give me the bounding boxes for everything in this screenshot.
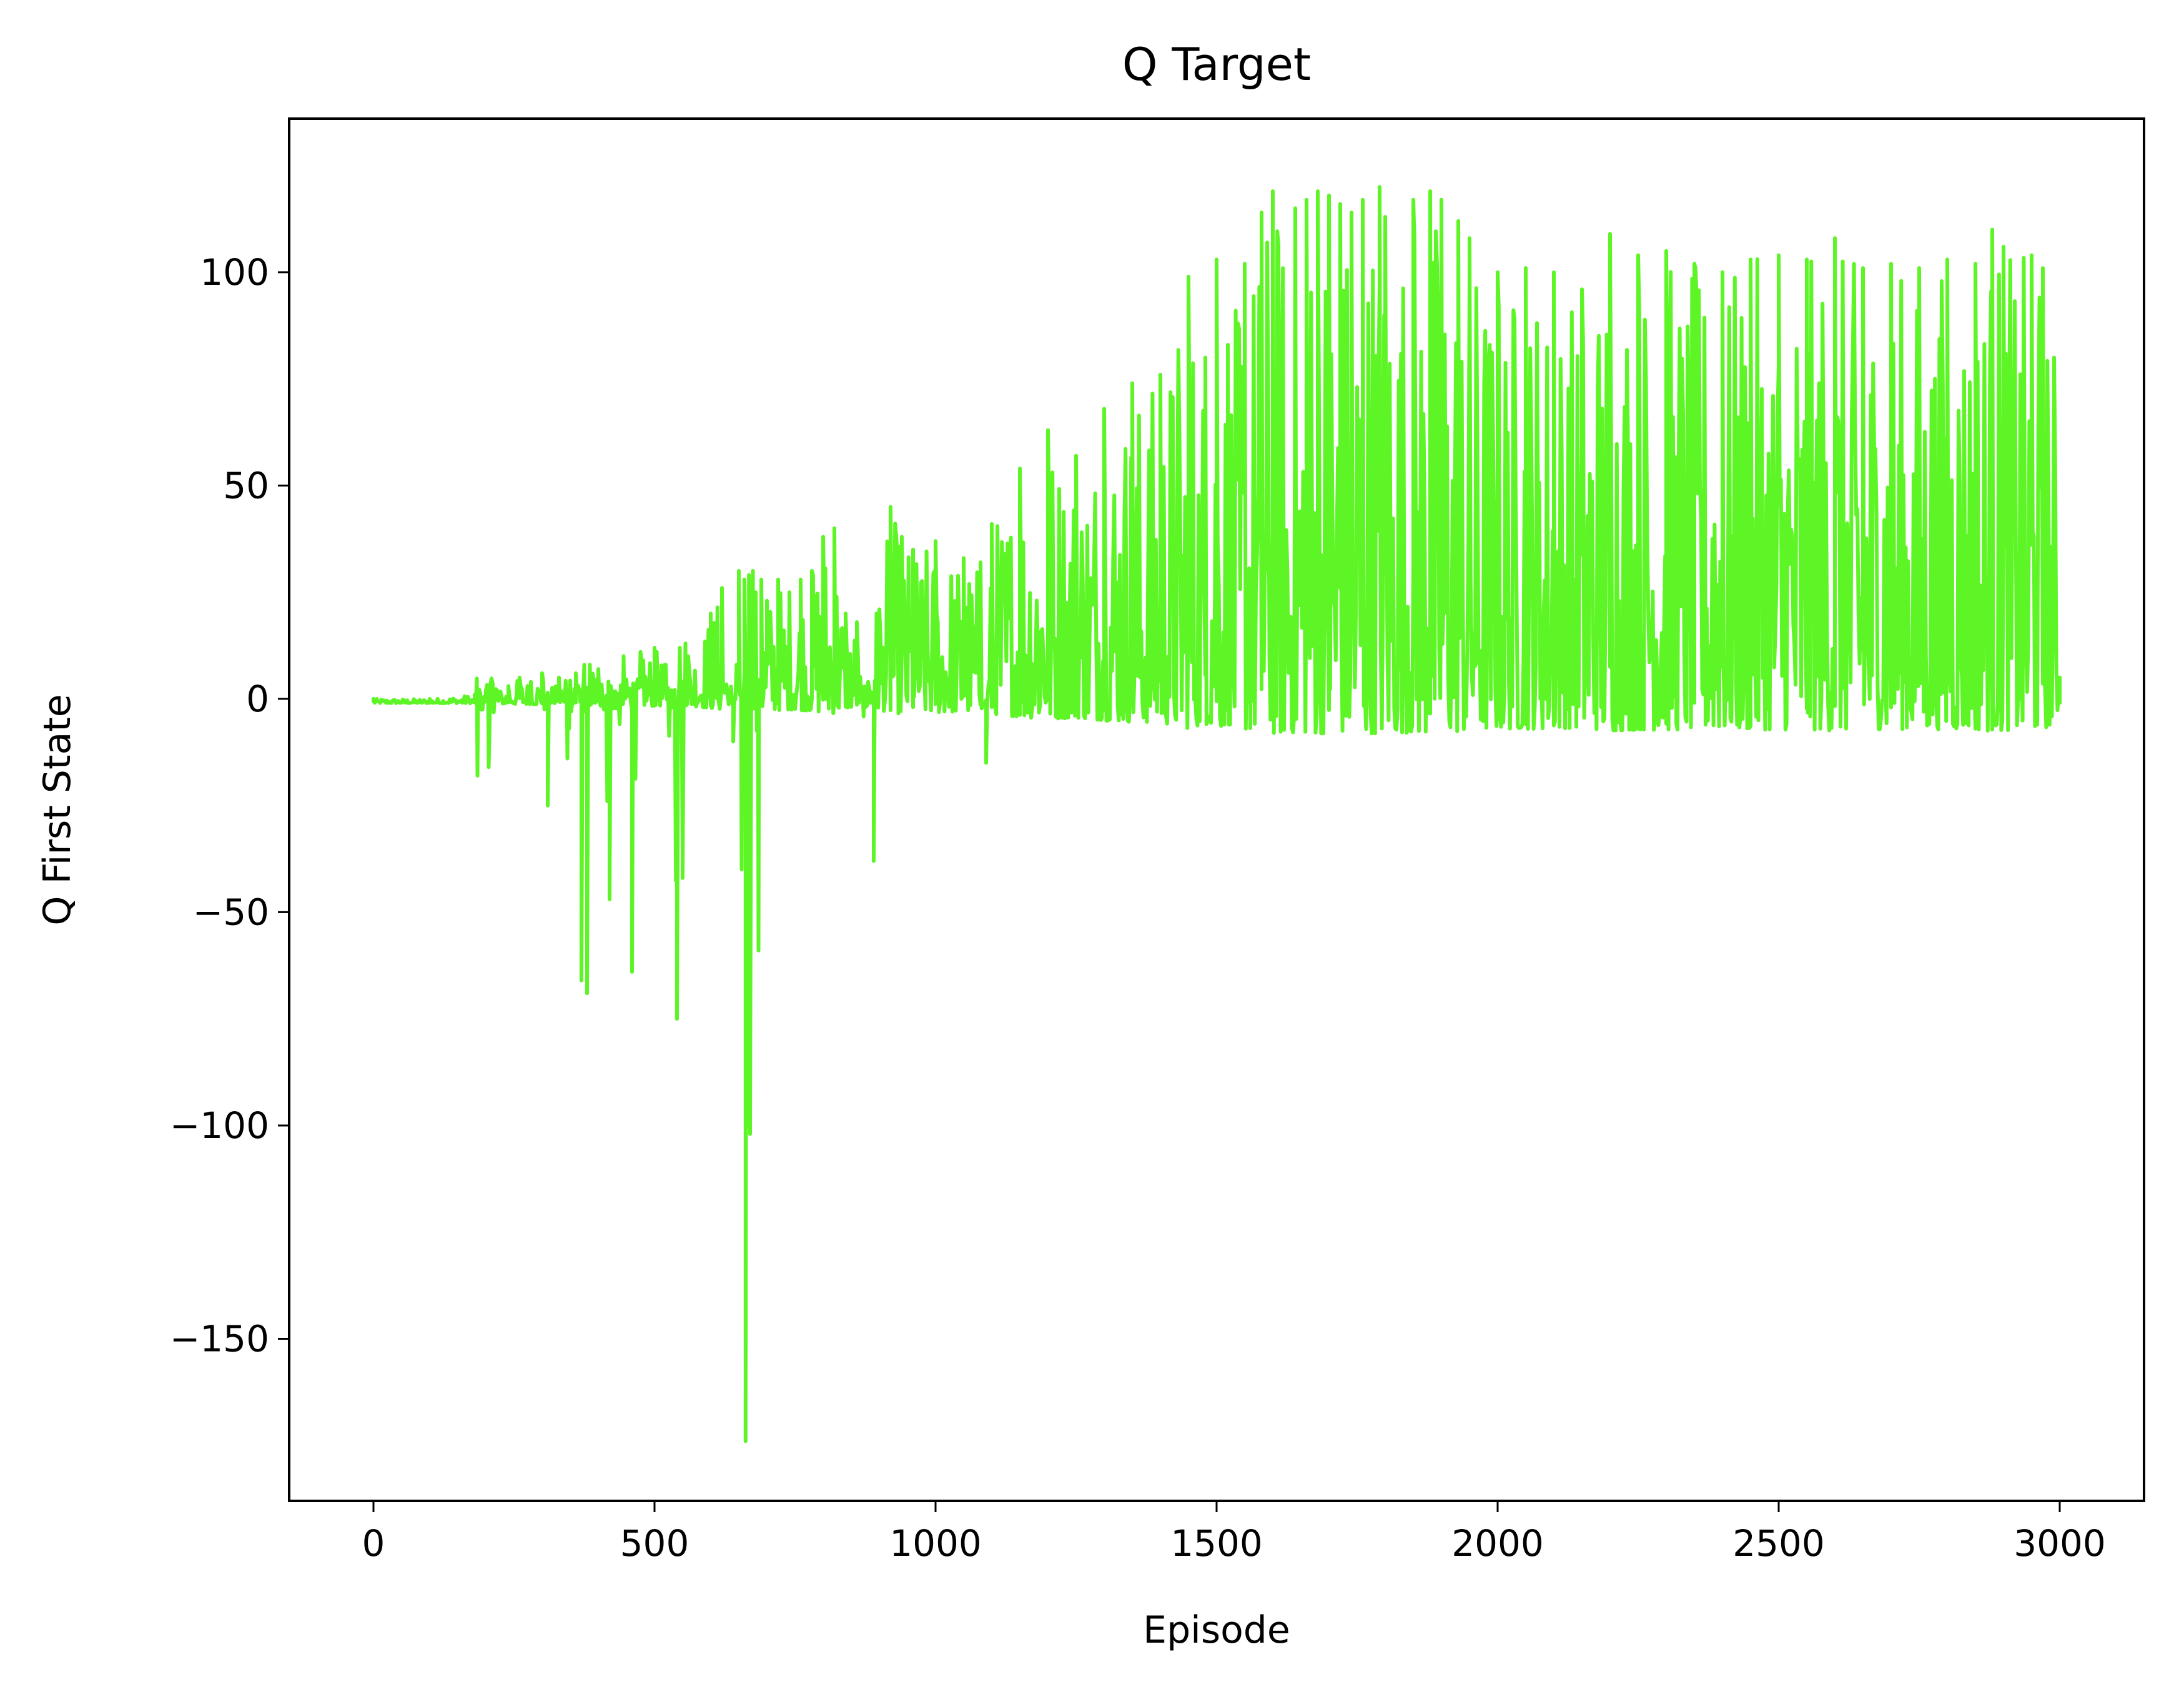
x-tick-label: 1000 xyxy=(889,1522,982,1565)
chart-title: Q Target xyxy=(1122,38,1311,91)
y-tick-label: 50 xyxy=(223,464,269,507)
plot-area xyxy=(372,185,2062,1443)
y-tick-label: −50 xyxy=(193,891,269,933)
y-tick-label: 100 xyxy=(200,251,269,294)
x-tick-label: 3000 xyxy=(2014,1522,2106,1565)
x-tick-label: 2000 xyxy=(1451,1522,1544,1565)
y-axis: −150 −100 −50 0 50 100 xyxy=(170,251,289,1360)
x-axis: 0 500 1000 1500 2000 2500 3000 xyxy=(362,1501,2106,1565)
y-tick-label: −100 xyxy=(170,1104,269,1147)
x-tick-label: 0 xyxy=(362,1522,385,1565)
x-tick-label: 2500 xyxy=(1732,1522,1825,1565)
series-line xyxy=(372,185,2062,1443)
y-tick-label: 0 xyxy=(246,678,269,720)
x-axis-title: Episode xyxy=(1143,1608,1290,1652)
x-tick-label: 500 xyxy=(620,1522,689,1565)
y-axis-title: Q First State xyxy=(36,694,79,925)
y-tick-label: −150 xyxy=(170,1317,269,1360)
x-tick-label: 1500 xyxy=(1170,1522,1263,1565)
